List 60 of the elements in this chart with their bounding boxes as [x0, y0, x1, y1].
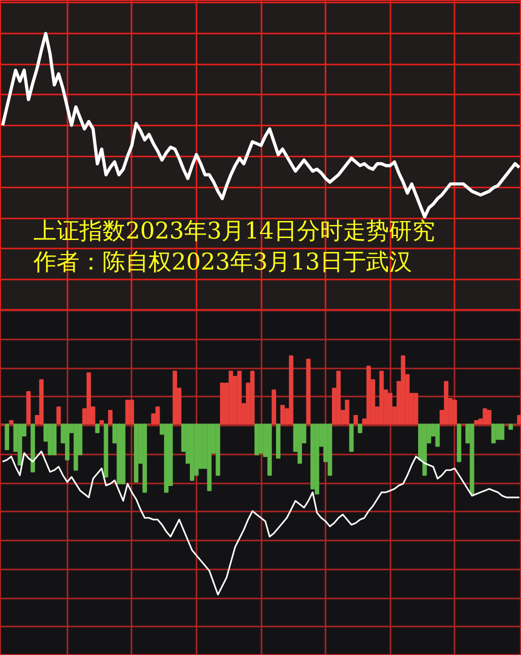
bar	[491, 424, 496, 444]
bar	[134, 424, 138, 483]
bar	[39, 379, 44, 425]
bar	[388, 392, 392, 425]
bar	[30, 424, 36, 472]
bar	[99, 420, 104, 425]
bar	[220, 382, 224, 425]
bar	[456, 424, 462, 462]
bar	[125, 400, 130, 425]
bar	[130, 400, 134, 425]
bar	[276, 424, 280, 459]
bar	[272, 389, 276, 425]
bar	[190, 424, 194, 481]
bar	[379, 370, 384, 425]
bar	[328, 424, 332, 476]
bar	[52, 424, 57, 456]
bar	[95, 424, 100, 434]
bar	[228, 370, 234, 425]
bar	[9, 420, 14, 425]
bar	[104, 424, 108, 478]
bar	[254, 424, 259, 456]
bar	[267, 424, 272, 476]
bar	[496, 424, 500, 440]
bar	[306, 358, 311, 425]
bar	[288, 355, 294, 425]
bar	[508, 424, 513, 430]
bar	[336, 370, 341, 425]
bar	[48, 424, 52, 456]
bar	[207, 424, 212, 492]
bar	[18, 424, 22, 466]
bar	[258, 424, 264, 454]
bar	[414, 392, 418, 425]
bar	[358, 424, 362, 434]
bar	[444, 380, 448, 425]
bar	[4, 424, 10, 450]
bar	[482, 408, 488, 425]
bar	[116, 424, 122, 484]
bar	[344, 400, 350, 425]
bar	[314, 424, 320, 494]
bar	[56, 406, 61, 425]
bar	[500, 424, 504, 440]
bar	[474, 420, 479, 425]
bar	[422, 424, 427, 476]
bar	[250, 370, 255, 425]
bar	[26, 391, 31, 425]
bar	[366, 366, 371, 425]
bar	[280, 404, 285, 425]
bar	[400, 355, 406, 425]
bar	[237, 370, 242, 425]
bar	[120, 424, 126, 484]
bar	[354, 415, 358, 425]
bar	[74, 424, 78, 471]
bar	[435, 424, 440, 447]
bar	[108, 410, 113, 425]
bar	[155, 406, 160, 425]
bar	[172, 370, 178, 425]
bar	[517, 415, 521, 425]
bar	[486, 410, 492, 425]
bar	[349, 424, 354, 452]
bar	[216, 424, 220, 476]
